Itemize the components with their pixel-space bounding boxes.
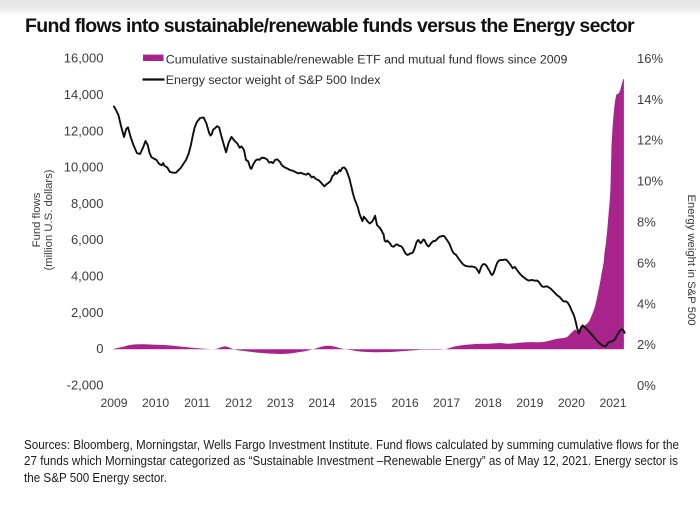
svg-text:2014: 2014 — [308, 396, 335, 410]
svg-text:4,000: 4,000 — [71, 269, 104, 284]
svg-text:0%: 0% — [637, 378, 656, 393]
svg-text:2015: 2015 — [350, 396, 377, 410]
svg-text:12,000: 12,000 — [64, 123, 104, 138]
svg-text:2017: 2017 — [433, 396, 460, 410]
svg-text:16%: 16% — [637, 51, 663, 66]
svg-text:12%: 12% — [637, 133, 663, 148]
svg-text:2,000: 2,000 — [71, 305, 104, 320]
svg-text:Energy sector weight of S&P 50: Energy sector weight of S&P 500 Index — [166, 73, 381, 87]
svg-text:2018: 2018 — [475, 396, 502, 410]
svg-text:0: 0 — [96, 341, 103, 356]
svg-text:2012: 2012 — [225, 396, 252, 410]
svg-text:Energy weight in S&P 500: Energy weight in S&P 500 — [685, 194, 697, 325]
svg-text:16,000: 16,000 — [64, 51, 104, 66]
svg-text:2016: 2016 — [392, 396, 419, 410]
svg-text:14,000: 14,000 — [64, 87, 104, 102]
svg-text:2019: 2019 — [516, 396, 543, 410]
svg-text:14%: 14% — [637, 92, 663, 107]
svg-text:8%: 8% — [637, 215, 656, 230]
svg-text:4%: 4% — [637, 296, 656, 311]
svg-text:2020: 2020 — [558, 396, 585, 410]
svg-text:8,000: 8,000 — [71, 196, 104, 211]
svg-text:10%: 10% — [637, 174, 663, 189]
svg-text:6,000: 6,000 — [71, 232, 104, 247]
svg-text:10,000: 10,000 — [64, 160, 104, 175]
svg-text:Cumulative sustainable/renewab: Cumulative sustainable/renewable ETF and… — [166, 52, 568, 66]
svg-text:2009: 2009 — [100, 396, 127, 410]
svg-text:2013: 2013 — [267, 396, 294, 410]
svg-text:6%: 6% — [637, 255, 656, 270]
svg-text:Fund flows: Fund flows — [31, 192, 43, 247]
svg-text:-2,000: -2,000 — [67, 377, 104, 392]
svg-text:(million U.S. dollars): (million U.S. dollars) — [43, 169, 55, 270]
svg-text:2011: 2011 — [184, 396, 210, 410]
svg-text:2010: 2010 — [142, 396, 169, 410]
svg-text:2021: 2021 — [599, 396, 626, 410]
svg-text:2%: 2% — [637, 337, 656, 352]
